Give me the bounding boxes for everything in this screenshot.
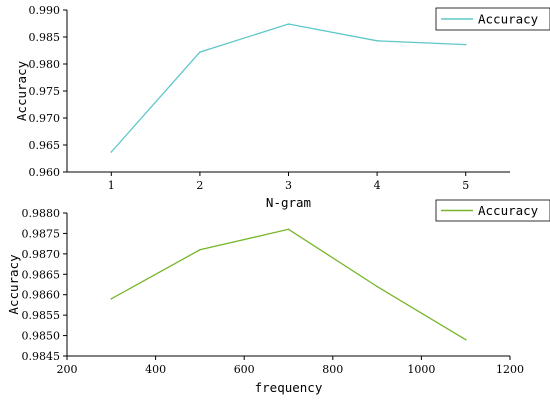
data-point xyxy=(376,39,378,42)
y-tick-label: 0.970 xyxy=(29,112,61,125)
y-tick-label: 0.990 xyxy=(29,4,61,17)
x-axis-title: N-gram xyxy=(266,195,311,210)
x-tick-label: 200 xyxy=(57,363,78,376)
series-line xyxy=(110,23,466,153)
y-axis-title: Accuracy xyxy=(6,254,21,315)
y-tick-label: 0.9845 xyxy=(22,350,61,363)
x-tick-label: 4 xyxy=(374,179,381,192)
data-point xyxy=(464,43,467,46)
data-point xyxy=(287,228,290,231)
data-point xyxy=(110,151,113,153)
y-tick-label: 0.985 xyxy=(29,31,61,44)
x-tick-label: 1200 xyxy=(496,363,524,376)
y-axis-title: Accuracy xyxy=(14,60,29,121)
x-tick-label: 400 xyxy=(145,363,166,376)
x-axis-title: frequency xyxy=(255,380,323,395)
chart-frequency: 200 400 600 800 1000 1200 0.9845 0.9850 0.9855 0.… xyxy=(6,199,550,395)
legend-box xyxy=(435,7,550,31)
y-tick-label: 0.965 xyxy=(29,139,61,152)
y-tick-label: 0.960 xyxy=(29,166,61,179)
x-tick-label: 2 xyxy=(196,179,203,192)
y-tick-label: 0.975 xyxy=(29,85,61,98)
y-tick-label: 0.980 xyxy=(29,58,61,71)
data-point xyxy=(376,285,378,288)
y-tick-label: 0.9865 xyxy=(22,268,61,281)
y-tick-label: 0.9880 xyxy=(22,207,61,220)
x-tick-label: 1000 xyxy=(407,363,435,376)
y-tick-label: 0.9850 xyxy=(22,330,61,343)
x-tick-label: 3 xyxy=(285,179,292,192)
x-tick-label: 600 xyxy=(234,363,255,376)
chart-ngram: 1 2 3 4 5 0.960 0.965 0.970 0.975 0.980 0.985 0.990… xyxy=(14,4,550,210)
x-tick-label: 5 xyxy=(462,179,469,192)
legend-label: Accuracy xyxy=(478,203,539,218)
y-tick-label: 0.9870 xyxy=(22,248,61,261)
data-point xyxy=(287,23,290,25)
y-tick-label: 0.9855 xyxy=(22,309,61,322)
y-tick-label: 0.9860 xyxy=(22,289,61,302)
x-tick-label: 800 xyxy=(322,363,343,376)
data-point xyxy=(199,248,201,251)
data-point xyxy=(464,338,467,341)
data-point xyxy=(110,298,113,300)
legend-box xyxy=(435,199,550,222)
y-tick-label: 0.9875 xyxy=(22,227,61,240)
x-tick-label: 1 xyxy=(108,179,115,192)
legend-label: Accuracy xyxy=(478,12,539,27)
series-line xyxy=(110,228,467,341)
data-point xyxy=(199,51,201,53)
